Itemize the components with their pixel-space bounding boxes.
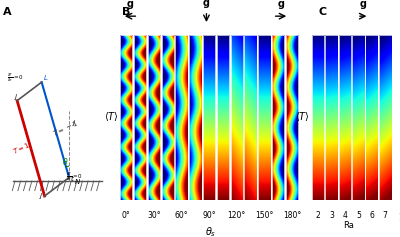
Text: 2: 2	[316, 211, 320, 220]
Bar	[189, 36, 202, 200]
Text: 30°: 30°	[147, 211, 161, 220]
Text: A: A	[3, 7, 12, 17]
Text: $j$: $j$	[72, 118, 77, 128]
Bar	[134, 36, 146, 200]
Bar	[258, 36, 270, 200]
Text: g: g	[278, 0, 284, 9]
Text: 120°: 120°	[228, 211, 246, 220]
Text: C: C	[318, 7, 326, 17]
Bar	[339, 36, 351, 200]
Text: 7: 7	[383, 211, 388, 220]
Text: $j$: $j$	[39, 191, 44, 201]
Bar	[120, 36, 132, 200]
Text: 60°: 60°	[175, 211, 188, 220]
Text: $L$: $L$	[43, 73, 48, 82]
Bar	[231, 36, 243, 200]
Bar	[272, 36, 284, 200]
Text: g: g	[127, 0, 134, 9]
Bar	[352, 36, 365, 200]
Text: $T=-1$: $T=-1$	[51, 118, 79, 138]
Bar	[379, 36, 392, 200]
Text: 90°: 90°	[202, 211, 216, 220]
Bar	[203, 36, 215, 200]
Text: g: g	[203, 0, 210, 8]
Text: $T=1$: $T=1$	[11, 140, 32, 156]
Text: 150°: 150°	[255, 211, 274, 220]
Text: $\langle T \rangle$: $\langle T \rangle$	[294, 110, 309, 123]
Bar	[366, 36, 378, 200]
Text: $\frac{\partial T}{\partial n}=0$: $\frac{\partial T}{\partial n}=0$	[66, 171, 83, 183]
Text: $t$: $t$	[70, 173, 75, 183]
Bar	[217, 36, 229, 200]
Text: 3: 3	[329, 211, 334, 220]
Text: 4: 4	[342, 211, 347, 220]
Text: g: g	[360, 0, 367, 9]
Text: 0°: 0°	[122, 211, 131, 220]
Text: $\langle T \rangle$: $\langle T \rangle$	[104, 110, 118, 123]
Text: 180°: 180°	[283, 211, 301, 220]
Text: 6: 6	[369, 211, 374, 220]
Text: $N$: $N$	[74, 177, 82, 186]
Bar	[286, 36, 298, 200]
Text: $\frac{\partial T}{\partial n}=0$: $\frac{\partial T}{\partial n}=0$	[7, 72, 24, 84]
Text: $j$: $j$	[14, 92, 19, 102]
Bar	[162, 36, 174, 200]
Text: $\theta_s$: $\theta_s$	[205, 225, 217, 237]
Text: 5: 5	[356, 211, 361, 220]
Bar	[175, 36, 188, 200]
Text: B: B	[122, 7, 130, 17]
Text: $10^5$: $10^5$	[398, 211, 400, 223]
Bar	[312, 36, 324, 200]
Text: $\theta$: $\theta$	[62, 156, 68, 167]
Text: Ra: Ra	[343, 221, 354, 230]
Bar	[244, 36, 257, 200]
Bar	[325, 36, 338, 200]
Bar	[148, 36, 160, 200]
